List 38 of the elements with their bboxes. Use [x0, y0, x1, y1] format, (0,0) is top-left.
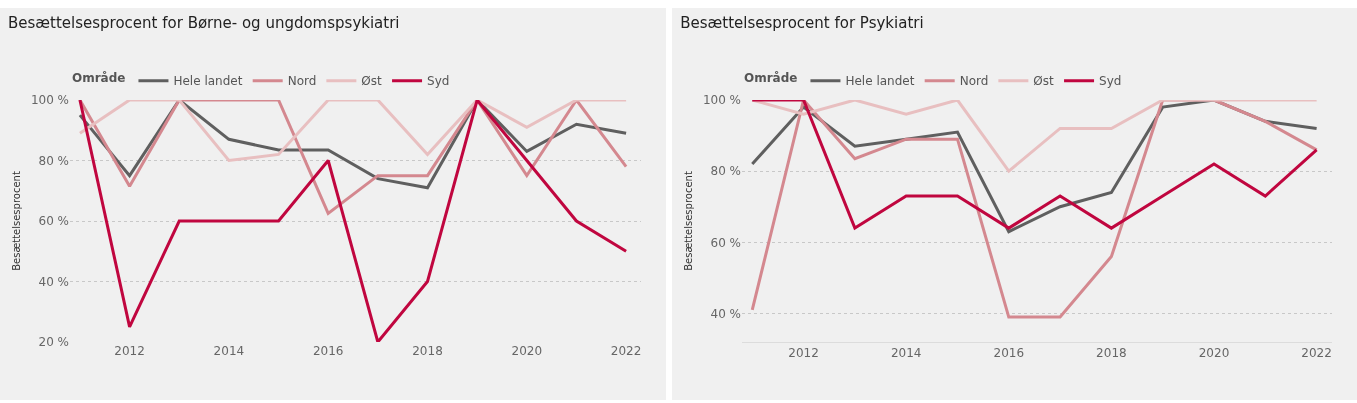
x-tick-label: 2022 [610, 344, 642, 358]
x-tick-label: 2014 [890, 346, 922, 361]
x-tick-label: 2018 [1096, 346, 1127, 361]
x-tick-label: 2014 [213, 344, 245, 358]
legend-label: Syd [427, 74, 450, 89]
legend-label: Hele landet [845, 74, 915, 89]
y-tick-label: 20 % [38, 335, 69, 350]
y-tick-label: 40 % [710, 306, 741, 321]
legend-label: Syd [1099, 74, 1122, 89]
legend-label: Øst [361, 74, 383, 89]
y-tick-label: 80 % [710, 164, 741, 179]
y-tick-label: 60 % [38, 214, 69, 229]
legend-label: Øst [1033, 74, 1055, 89]
y-axis-title: Besættelsesprocent [10, 171, 22, 271]
y-tick-label: 60 % [710, 235, 741, 250]
x-tick-label: 2022 [1301, 346, 1332, 361]
legend-label: Nord [959, 74, 989, 89]
line-series [78, 100, 628, 342]
legend-label: Hele landet [173, 74, 243, 89]
x-tick-label: 2012 [114, 344, 145, 358]
y-tick-label: 100 % [702, 93, 741, 108]
x-tick-label: 2016 [993, 346, 1025, 361]
legend-title: Område [744, 70, 798, 85]
legend-label: Nord [287, 74, 317, 89]
x-tick-label: 2012 [788, 346, 819, 361]
chart-title: Besættelsesprocent for Psykiatri [680, 14, 924, 33]
y-tick-label: 100 % [30, 93, 69, 108]
y-tick-label: 40 % [38, 274, 69, 289]
y-tick-label: 80 % [38, 153, 69, 168]
line-series [750, 100, 1319, 319]
legend-title: Område [72, 70, 126, 85]
x-tick-label: 2020 [511, 344, 543, 358]
x-tick-label: 2016 [312, 344, 344, 358]
y-axis-title: Besættelsesprocent [682, 171, 694, 271]
chart-title: Besættelsesprocent for Børne- og ungdomspsykiatri [7, 14, 400, 33]
x-tick-label: 2020 [1198, 346, 1230, 361]
line-series [78, 100, 628, 162]
x-tick-label: 2018 [412, 344, 443, 358]
